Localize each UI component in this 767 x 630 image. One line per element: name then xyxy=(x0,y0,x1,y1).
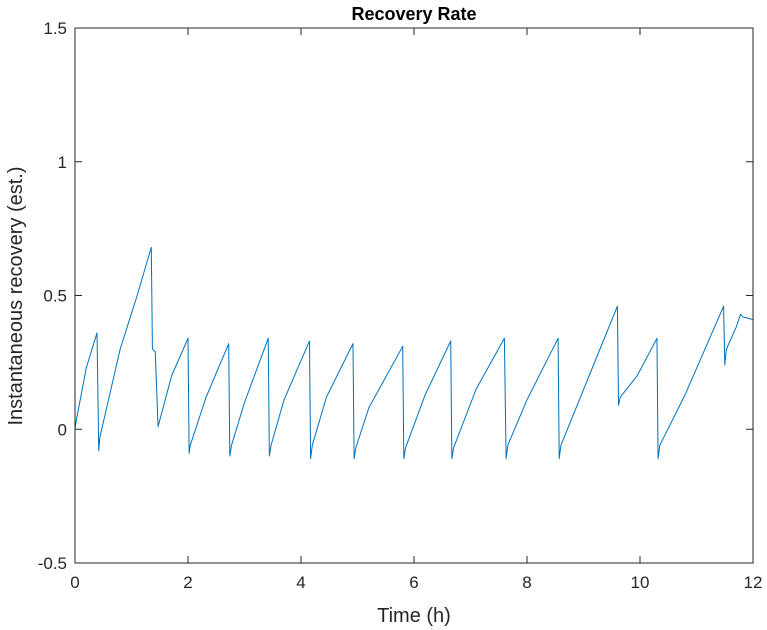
y-axis-label: Instantaneous recovery (est.) xyxy=(5,166,27,425)
x-tick-label: 12 xyxy=(744,573,763,592)
y-tick-label: 0.5 xyxy=(43,287,67,306)
series-line-0 xyxy=(74,246,754,460)
series-layer xyxy=(74,246,754,460)
x-tick-label: 6 xyxy=(409,573,418,592)
chart-title: Recovery Rate xyxy=(351,4,476,24)
x-tick-label: 0 xyxy=(70,573,79,592)
y-tick-label: 1 xyxy=(58,153,67,172)
plot-background xyxy=(75,28,753,563)
x-tick-label: 4 xyxy=(296,573,305,592)
y-tick-label: 1.5 xyxy=(43,19,67,38)
x-tick-label: 10 xyxy=(631,573,650,592)
y-tick-label: 0 xyxy=(58,420,67,439)
tick-layer: 0 2 4 6 8 10 12-0.500.511.5 xyxy=(38,19,763,592)
x-tick-label: 2 xyxy=(183,573,192,592)
x-tick-label: 8 xyxy=(522,573,531,592)
y-tick-label: -0.5 xyxy=(38,554,67,573)
x-axis-label: Time (h) xyxy=(377,605,451,627)
